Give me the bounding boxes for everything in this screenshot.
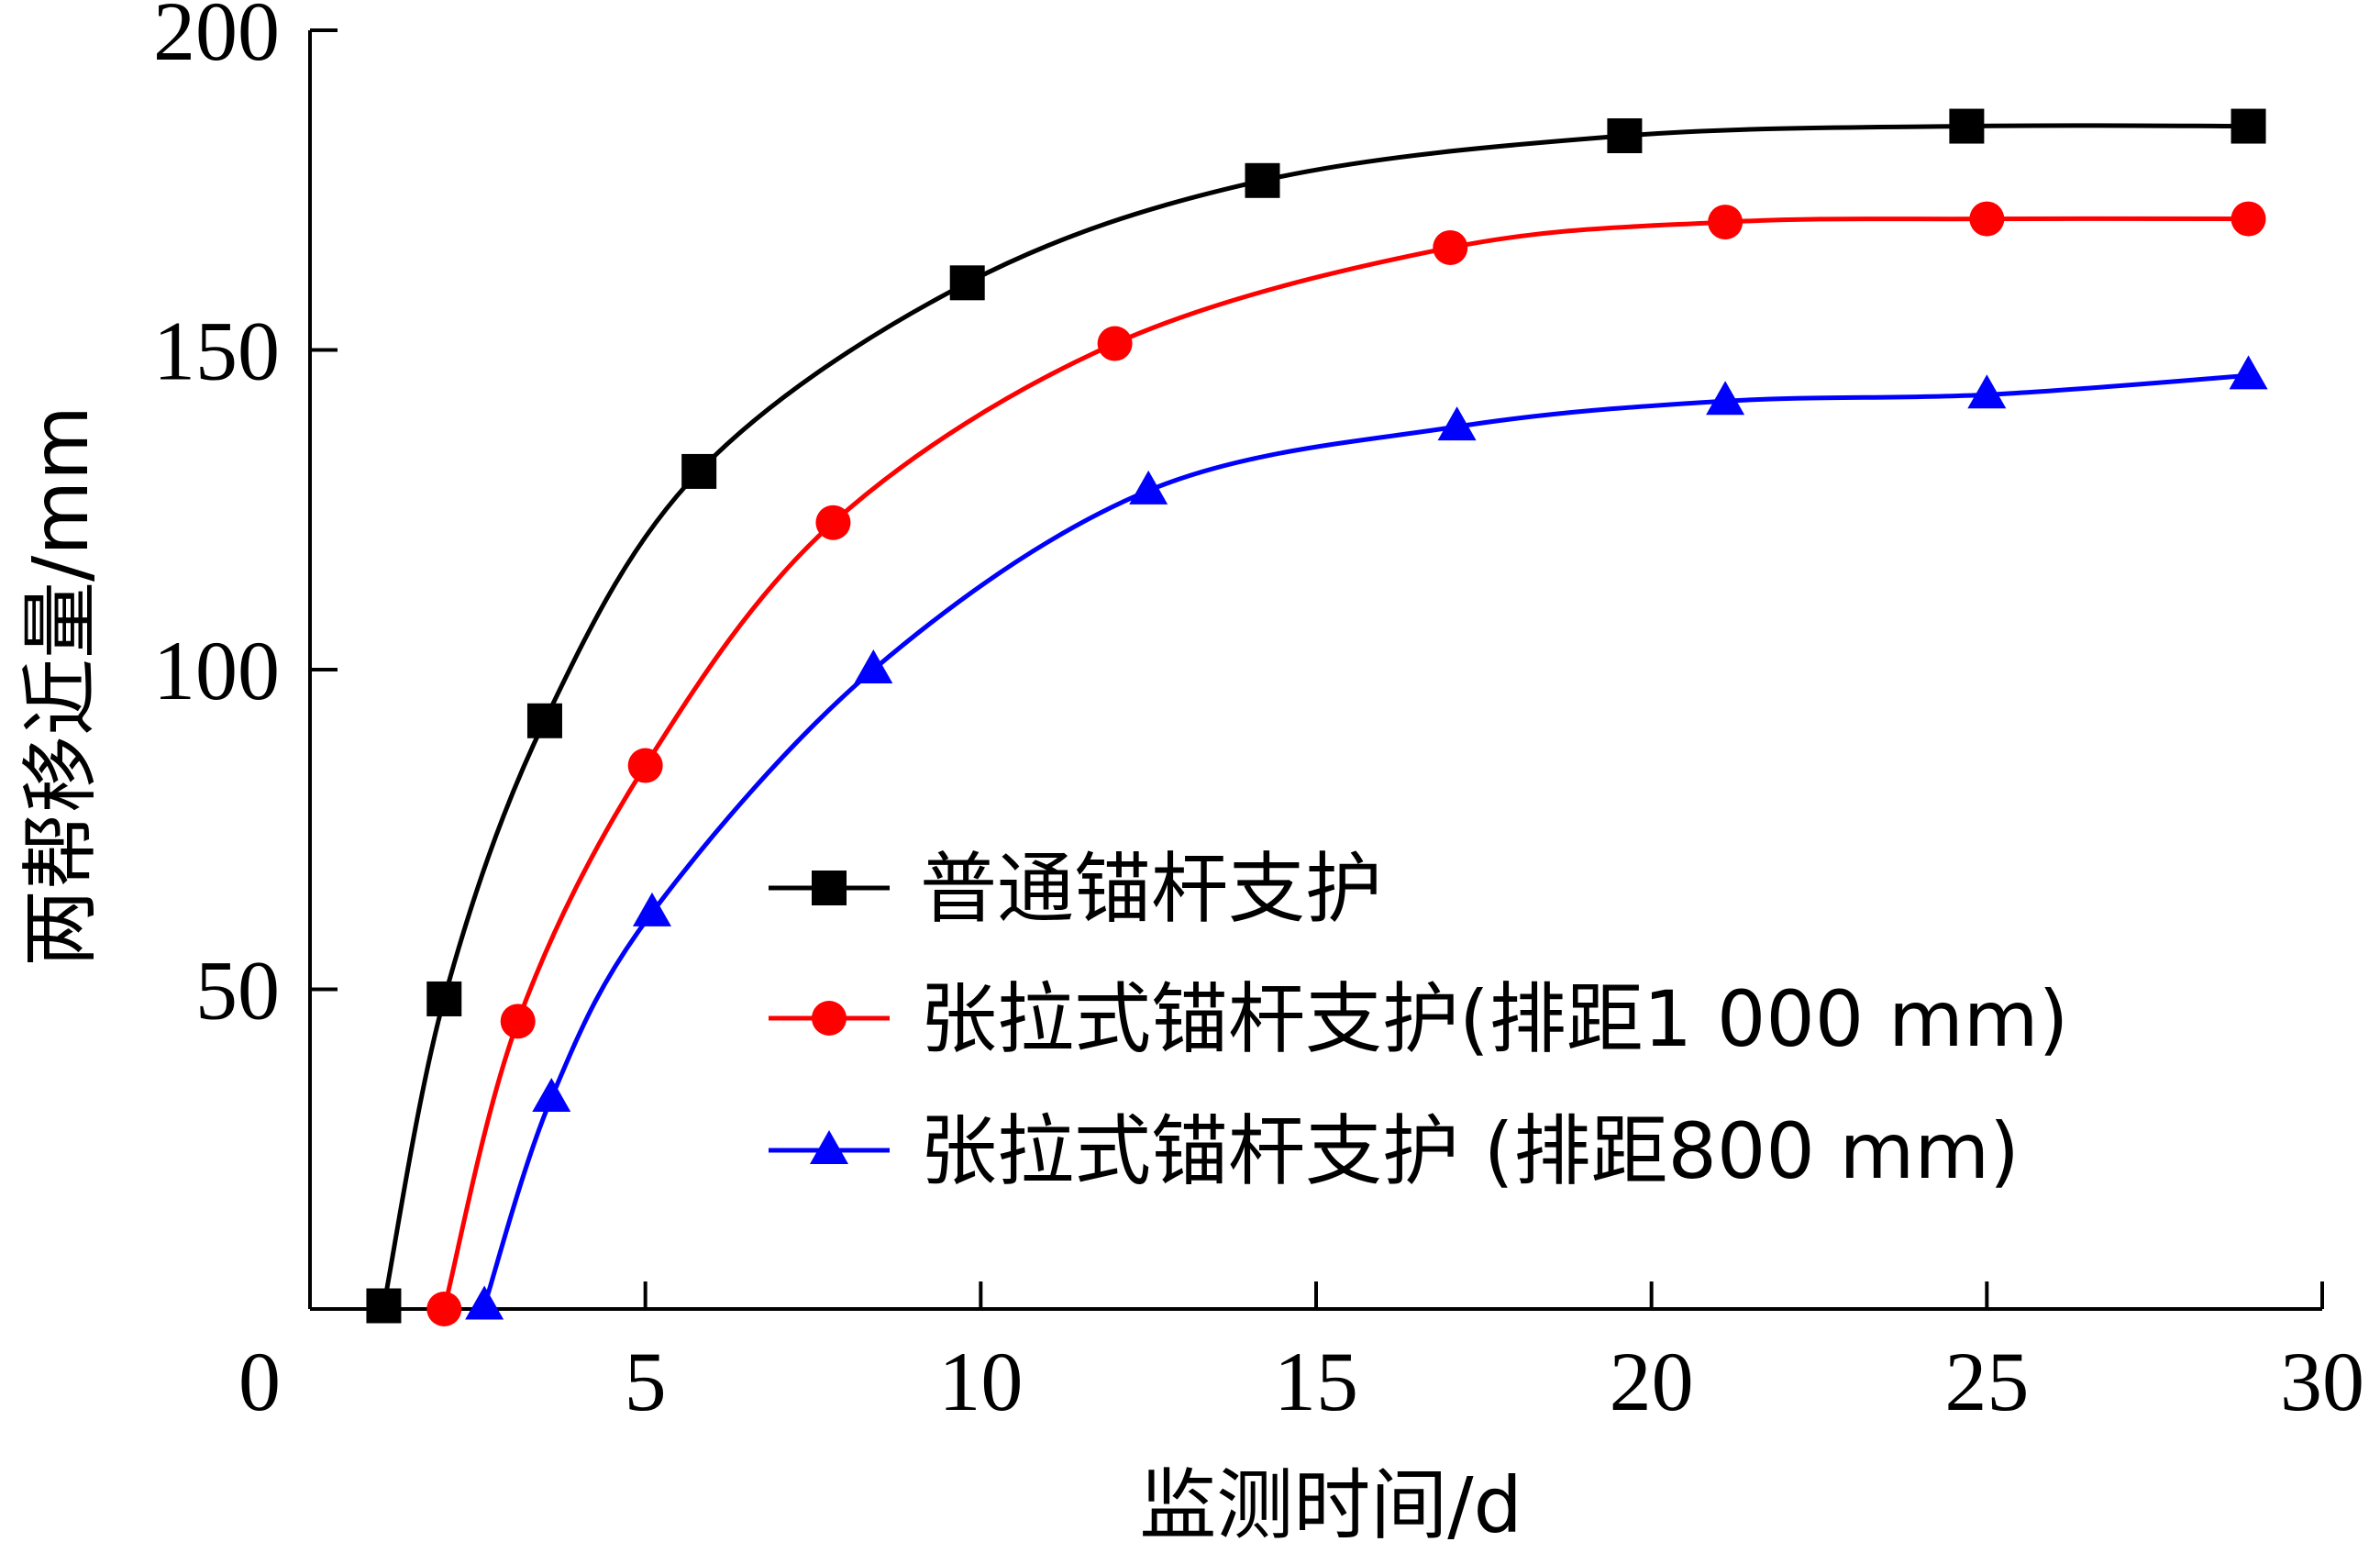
x-tick-label: 15 (1274, 1335, 1358, 1428)
series-ordinary-bolt-point (526, 703, 562, 738)
legend-label: 张拉式锚杆支护(排距1 000 mm) (920, 974, 2068, 1064)
series-ordinary-bolt-point (1607, 118, 1643, 154)
x-tick-label: 20 (1610, 1335, 1694, 1428)
series-tension-bolt-800-point (532, 1077, 571, 1112)
series-ordinary-bolt-point (1245, 162, 1280, 198)
legend-swatch-marker (810, 1130, 848, 1164)
y-axis-title: 两帮移近量/mm (16, 405, 105, 967)
series-ordinary-bolt (366, 108, 2266, 1324)
legend-item: 张拉式锚杆支护(排距1 000 mm) (769, 974, 2068, 1064)
series-tension-bolt-1000-point (815, 505, 851, 540)
series-tension-bolt-1000-point (2231, 201, 2266, 237)
x-axis-title: 监测时间/d (1139, 1460, 1522, 1550)
legend-item: 张拉式锚杆支护 (排距800 mm) (769, 1106, 2020, 1196)
y-tick-label: 200 (153, 0, 280, 78)
legend-item: 普通锚杆支护 (769, 844, 1382, 934)
origin-label: 0 (238, 1335, 281, 1428)
series-tension-bolt-1000-point (1969, 201, 2005, 237)
series-tension-bolt-800-point (854, 649, 893, 683)
x-tick-label: 5 (625, 1335, 667, 1428)
series-tension-bolt-800 (465, 355, 2268, 1320)
y-tick-label: 150 (153, 305, 280, 398)
series-tension-bolt-1000-point (1097, 326, 1133, 361)
series-tension-bolt-800-point (632, 892, 671, 926)
y-tick-label: 50 (195, 944, 280, 1037)
series-ordinary-bolt-point (426, 981, 462, 1016)
axes: 5 10 15 20 25 30 0 50 100 150 200 (153, 0, 2364, 1428)
legend-swatch-marker (812, 871, 847, 905)
series-tension-bolt-1000-point (500, 1004, 536, 1039)
series-ordinary-bolt-point (1949, 108, 1985, 144)
series-ordinary-bolt-point (2231, 108, 2266, 144)
series-tension-bolt-1000-point (1708, 205, 1743, 240)
series-tension-bolt-800-point (1706, 381, 1745, 416)
series-ordinary-bolt-point (366, 1288, 402, 1324)
series-tension-bolt-800-point (1129, 470, 1168, 505)
legend-label: 普通锚杆支护 (920, 844, 1382, 934)
plot-series (366, 108, 2268, 1326)
legend-swatch-marker (812, 1001, 847, 1036)
series-tension-bolt-1000 (426, 201, 2266, 1326)
series-tension-bolt-800-point (1437, 406, 1477, 441)
x-tick-label: 30 (2280, 1335, 2364, 1428)
series-tension-bolt-800-point (465, 1285, 504, 1320)
y-tick-label: 100 (153, 624, 280, 717)
series-tension-bolt-1000-point (426, 1292, 462, 1326)
legend-label: 张拉式锚杆支护 (排距800 mm) (920, 1106, 2020, 1196)
series-tension-bolt-1000-point (1433, 229, 1468, 265)
series-tension-bolt-800-point (1967, 374, 2007, 409)
series-ordinary-bolt-point (949, 265, 985, 301)
x-tick-label: 25 (1944, 1335, 2029, 1428)
series-tension-bolt-800-point (2229, 355, 2268, 390)
series-ordinary-bolt-point (681, 453, 717, 489)
x-tick-label: 10 (938, 1335, 1023, 1428)
series-tension-bolt-1000-point (627, 748, 663, 783)
